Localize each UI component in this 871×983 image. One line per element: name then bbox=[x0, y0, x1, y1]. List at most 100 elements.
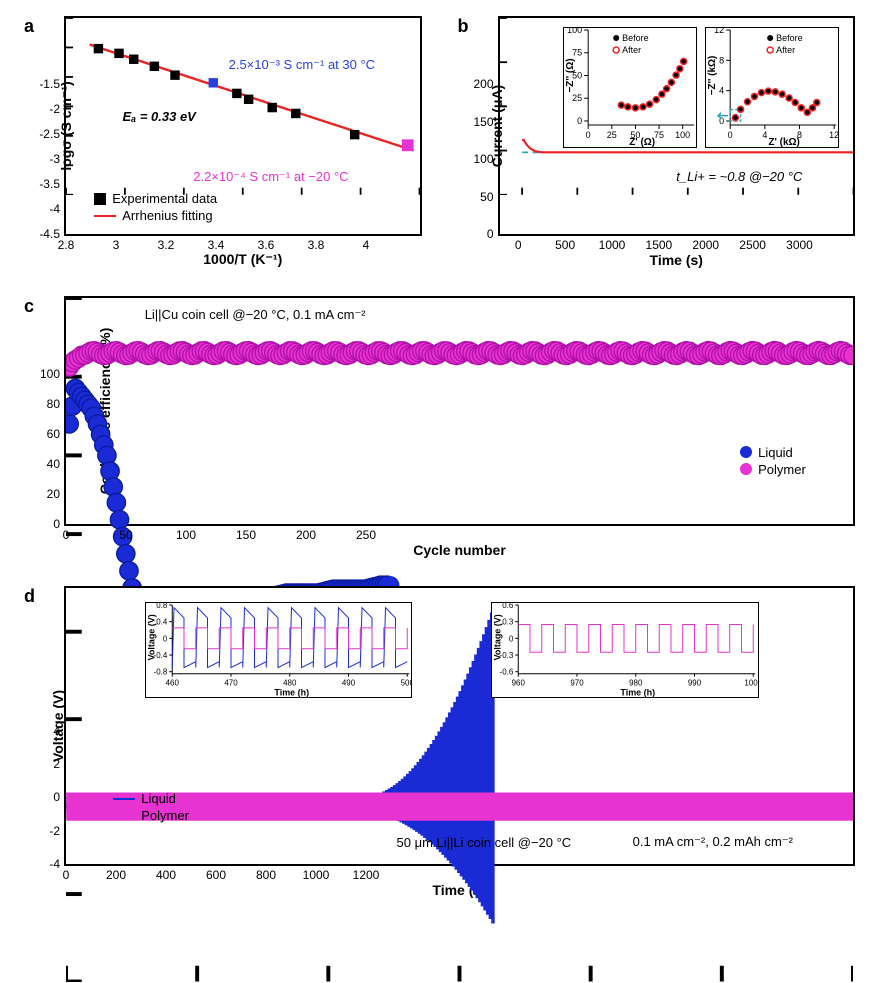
svg-text:0.8: 0.8 bbox=[156, 603, 168, 610]
ytick: 200 bbox=[473, 77, 499, 91]
svg-text:0: 0 bbox=[163, 634, 168, 643]
ytick: 60 bbox=[47, 427, 66, 441]
ytick: -1.5 bbox=[39, 77, 66, 91]
svg-text:0.3: 0.3 bbox=[502, 617, 514, 626]
svg-text:Z' (kΩ): Z' (kΩ) bbox=[768, 137, 799, 147]
xtick: 400 bbox=[156, 864, 176, 868]
annot-d-cond: 0.1 mA cm⁻², 0.2 mAh cm⁻² bbox=[633, 834, 793, 850]
ytick: 100 bbox=[473, 152, 499, 166]
legend-exp: Experimental data bbox=[94, 191, 217, 206]
svg-text:Time (h): Time (h) bbox=[274, 687, 309, 697]
xtick: 3.2 bbox=[158, 234, 175, 238]
panel-a: a logσ (S cm⁻¹) 1000/T (K⁻¹) 2.833.23.43… bbox=[64, 16, 422, 236]
panel-d: d Voltage (V) Time (h) 02004006008001000… bbox=[64, 586, 855, 866]
ytick: 80 bbox=[47, 397, 66, 411]
panel-c: c Coulombic efficiency (%) Cycle number … bbox=[64, 296, 855, 526]
svg-text:0: 0 bbox=[577, 116, 582, 126]
svg-text:980: 980 bbox=[629, 678, 643, 687]
svg-text:470: 470 bbox=[224, 678, 238, 687]
ytick: 4 bbox=[53, 724, 66, 738]
svg-text:0: 0 bbox=[509, 634, 514, 643]
svg-text:After: After bbox=[776, 45, 795, 55]
ytick: 0 bbox=[487, 227, 500, 241]
xtick: 1200 bbox=[353, 864, 380, 868]
xtick: 1500 bbox=[646, 234, 673, 238]
panel-d-label: d bbox=[18, 584, 41, 609]
ytick: 150 bbox=[473, 115, 499, 129]
xtick: 4 bbox=[363, 234, 370, 238]
panel-a-legend: Experimental data Arrhenius fitting bbox=[94, 189, 217, 225]
svg-text:500: 500 bbox=[400, 678, 411, 687]
xtick: 2000 bbox=[692, 234, 719, 238]
annot-tli: t_Li+ = ~0.8 @−20 °C bbox=[676, 169, 802, 184]
ytick: -4 bbox=[49, 202, 66, 216]
xtick: 3.6 bbox=[258, 234, 275, 238]
svg-text:970: 970 bbox=[570, 678, 584, 687]
panel-a-label: a bbox=[18, 14, 40, 39]
legend-c-polymer-label: Polymer bbox=[758, 462, 806, 477]
svg-text:25: 25 bbox=[572, 93, 582, 103]
ytick: -3.5 bbox=[39, 177, 66, 191]
svg-text:100: 100 bbox=[567, 28, 582, 35]
svg-text:0.4: 0.4 bbox=[156, 617, 168, 626]
panel-c-legend: Liquid Polymer bbox=[740, 443, 806, 479]
legend-fit-label: Arrhenius fitting bbox=[122, 208, 212, 223]
ytick: 20 bbox=[47, 487, 66, 501]
legend-d-liquid-label: Liquid bbox=[141, 791, 176, 806]
svg-text:Voltage (V): Voltage (V) bbox=[146, 614, 156, 660]
legend-c-liquid-label: Liquid bbox=[758, 445, 793, 460]
svg-text:0.6: 0.6 bbox=[502, 603, 514, 610]
inset-d-right: 9609709809901000-0.6-0.300.30.6Time (h)V… bbox=[491, 602, 759, 699]
svg-text:0: 0 bbox=[727, 130, 732, 140]
svg-text:Voltage (V): Voltage (V) bbox=[492, 614, 502, 660]
legend-d-polymer-label: Polymer bbox=[141, 808, 189, 823]
svg-text:75: 75 bbox=[572, 47, 582, 57]
ytick: -4.5 bbox=[39, 227, 66, 241]
xtick: 3000 bbox=[786, 234, 813, 238]
svg-text:480: 480 bbox=[283, 678, 297, 687]
svg-text:4: 4 bbox=[762, 130, 767, 140]
xtick: 100 bbox=[176, 524, 196, 528]
annot-ea: Eₐ = 0.33 eV bbox=[123, 109, 196, 124]
xtick: 0 bbox=[515, 234, 522, 238]
ytick: -4 bbox=[49, 857, 66, 871]
xtick: 1000 bbox=[303, 864, 330, 868]
svg-text:1000: 1000 bbox=[744, 678, 757, 687]
ytick: 0 bbox=[53, 790, 66, 804]
svg-text:960: 960 bbox=[512, 678, 526, 687]
svg-text:-0.8: -0.8 bbox=[153, 667, 167, 676]
ytick: 0 bbox=[53, 517, 66, 531]
legend-fit: Arrhenius fitting bbox=[94, 208, 217, 223]
ytick: -2.5 bbox=[39, 127, 66, 141]
svg-text:−Z'' (Ω): −Z'' (Ω) bbox=[565, 58, 576, 92]
svg-text:Time (h): Time (h) bbox=[620, 687, 655, 697]
annot-blue: 2.5×10⁻³ S cm⁻¹ at 30 °C bbox=[229, 57, 375, 73]
legend-c-liquid: Liquid bbox=[740, 445, 806, 460]
svg-text:4: 4 bbox=[719, 85, 724, 95]
svg-text:0: 0 bbox=[586, 130, 591, 140]
svg-text:12: 12 bbox=[829, 130, 838, 140]
inset-b-right: 0481204812Z' (kΩ)−Z'' (kΩ)BeforeAfter bbox=[705, 27, 839, 148]
panel-a-xlabel: 1000/T (K⁻¹) bbox=[203, 251, 282, 268]
ytick: 40 bbox=[47, 457, 66, 471]
svg-text:990: 990 bbox=[688, 678, 702, 687]
inset-b-left: 02550751000255075100Z' (Ω)−Z'' (Ω)Before… bbox=[563, 27, 697, 148]
annot-c-title: Li||Cu coin cell @−20 °C, 0.1 mA cm⁻² bbox=[145, 307, 366, 323]
annot-d-cell: 50 μm Li||Li coin cell @−20 °C bbox=[397, 835, 572, 850]
ytick: -2 bbox=[49, 102, 66, 116]
svg-text:460: 460 bbox=[165, 678, 179, 687]
xtick: 200 bbox=[296, 524, 316, 528]
panel-b: b Current (μA) Time (s) 0500100015002000… bbox=[498, 16, 856, 236]
legend-c-polymer: Polymer bbox=[740, 462, 806, 477]
xtick: 500 bbox=[555, 234, 575, 238]
xtick: 800 bbox=[256, 864, 276, 868]
inset-d-left: 460470480490500-0.8-0.400.40.8Time (h)Vo… bbox=[145, 602, 413, 699]
xtick: 3 bbox=[113, 234, 120, 238]
panel-b-xlabel: Time (s) bbox=[650, 252, 703, 268]
xtick: 3.8 bbox=[308, 234, 325, 238]
svg-text:Before: Before bbox=[622, 33, 648, 43]
svg-text:Before: Before bbox=[776, 33, 802, 43]
panel-c-label: c bbox=[18, 294, 40, 319]
svg-text:12: 12 bbox=[714, 28, 724, 35]
legend-d-polymer: Polymer bbox=[113, 808, 189, 823]
